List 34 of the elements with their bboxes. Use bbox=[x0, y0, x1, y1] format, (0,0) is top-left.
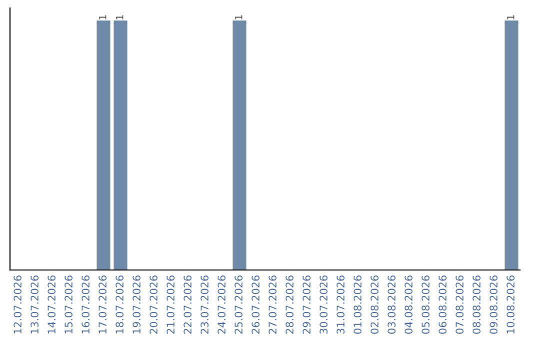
x-tick-label: 27.07.2026 bbox=[268, 276, 277, 334]
x-tick-label: 18.07.2026 bbox=[116, 276, 124, 334]
x-tick-label: 30.07.2026 bbox=[320, 276, 328, 334]
x-tick-label: 12.07.2026 bbox=[14, 276, 22, 334]
x-tick-label: 31.07.2026 bbox=[336, 276, 345, 334]
x-tick-label: 01.08.2026 bbox=[354, 276, 362, 334]
x-tick-label: 16.07.2026 bbox=[82, 276, 90, 334]
data-label: 1 bbox=[507, 15, 514, 20]
x-tick-label: 24.07.2026 bbox=[218, 276, 226, 334]
data-label: 1 bbox=[116, 15, 124, 20]
x-tick-label: 26.07.2026 bbox=[252, 276, 260, 334]
x-tick-label: 17.07.2026 bbox=[98, 276, 107, 334]
x-tick-label: 19.07.2026 bbox=[132, 276, 141, 334]
x-tick-label: 20.07.2026 bbox=[150, 276, 158, 334]
x-tick-label: 10.08.2026 bbox=[506, 276, 515, 334]
x-tick-label: 21.07.2026 bbox=[166, 276, 175, 334]
data-label: 1 bbox=[235, 15, 242, 20]
x-tick-label: 29.07.2026 bbox=[302, 276, 311, 334]
x-tick-label: 23.07.2026 bbox=[200, 276, 209, 334]
data-label: 1 bbox=[99, 15, 106, 20]
x-tick-label: 06.08.2026 bbox=[438, 276, 447, 334]
x-tick-label: 04.08.2026 bbox=[404, 276, 413, 334]
x-tick-label: 02.08.2026 bbox=[370, 276, 379, 334]
x-tick-label: 25.07.2026 bbox=[234, 276, 243, 334]
x-tick-label: 28.07.2026 bbox=[286, 276, 294, 334]
x-tick-label: 15.07.2026 bbox=[64, 276, 73, 334]
x-tick-label: 08.08.2026 bbox=[472, 276, 481, 334]
x-tick-label: 22.07.2026 bbox=[184, 276, 192, 334]
x-tick-label: 14.07.2026 bbox=[48, 276, 56, 334]
x-tick-label: 05.08.2026 bbox=[422, 276, 430, 334]
x-tick-label: 13.07.2026 bbox=[30, 276, 39, 334]
x-tick-label: 09.08.2026 bbox=[490, 276, 498, 334]
x-tick-label: 07.08.2026 bbox=[456, 276, 464, 334]
x-tick-label: 03.08.2026 bbox=[388, 276, 396, 334]
